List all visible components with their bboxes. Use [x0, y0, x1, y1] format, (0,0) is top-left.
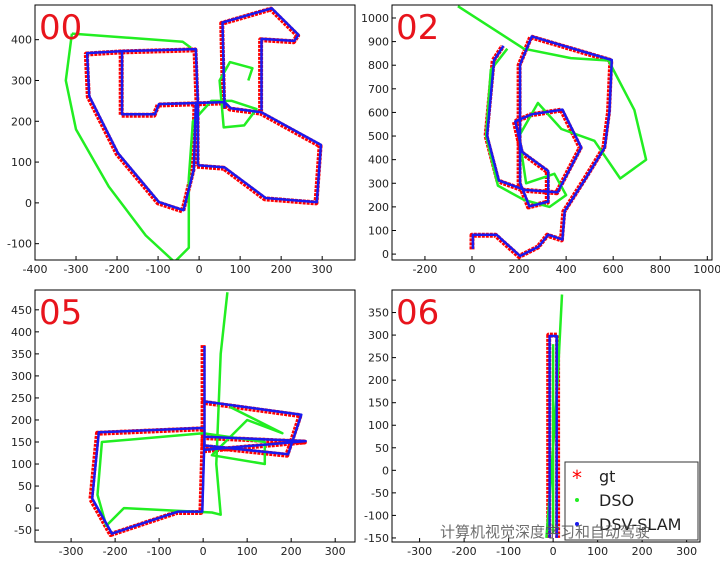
- y-tick-label: 150: [11, 436, 32, 449]
- x-tick-label: -100: [146, 263, 171, 276]
- legend-box: [564, 461, 699, 541]
- trajectory: [64, 32, 258, 260]
- y-tick-label: 100: [11, 458, 32, 471]
- x-tick-label: 0: [550, 545, 557, 558]
- axes-frame: [34, 4, 356, 261]
- y-tick-label: 600: [368, 106, 389, 119]
- y-tick-label: 700: [368, 83, 389, 96]
- x-tick-label: 300: [325, 545, 346, 558]
- y-tick-label: 800: [368, 59, 389, 72]
- x-tick-label: 200: [271, 263, 292, 276]
- y-tick-label: 0: [382, 464, 389, 477]
- x-tick-label: 300: [676, 545, 697, 558]
- y-tick-label: 350: [11, 348, 32, 361]
- x-tick-label: -300: [407, 545, 432, 558]
- trajectory: [90, 346, 307, 535]
- y-tick-label: -100: [364, 509, 389, 522]
- x-tick-label: 800: [650, 263, 671, 276]
- y-tick-label: 300: [368, 177, 389, 190]
- legend-marker: *: [572, 466, 582, 490]
- axes-frame: [391, 289, 701, 543]
- y-tick-label: 1000: [361, 12, 389, 25]
- x-tick-label: 200: [509, 263, 530, 276]
- x-tick-label: -300: [64, 263, 89, 276]
- plot-label: 00: [39, 8, 82, 48]
- legend-marker: [575, 522, 579, 526]
- y-tick-label: -50: [14, 524, 32, 537]
- y-tick-label: 300: [11, 370, 32, 383]
- y-tick-label: 0: [25, 197, 32, 210]
- legend-label: DSV-SLAM: [599, 515, 681, 534]
- plot-label: 02: [396, 8, 439, 48]
- trajectory: [471, 35, 614, 258]
- x-tick-label: -200: [452, 545, 477, 558]
- y-tick-label: 400: [368, 154, 389, 167]
- y-tick-label: 50: [375, 442, 389, 455]
- y-tick-label: 900: [368, 36, 389, 49]
- y-tick-label: 50: [18, 480, 32, 493]
- y-tick-label: 300: [11, 74, 32, 87]
- trajectory: [548, 334, 558, 538]
- y-tick-label: -50: [371, 487, 389, 500]
- axes-frame: [34, 289, 356, 543]
- y-tick-label: 450: [11, 304, 32, 317]
- x-tick-label: -400: [23, 263, 48, 276]
- x-tick-label: 100: [587, 545, 608, 558]
- trajectory: [85, 7, 323, 212]
- x-tick-label: -200: [103, 545, 128, 558]
- y-tick-label: 400: [11, 326, 32, 339]
- x-tick-label: -300: [59, 545, 84, 558]
- y-tick-label: 200: [368, 374, 389, 387]
- y-tick-label: -100: [7, 238, 32, 251]
- y-tick-label: 150: [368, 397, 389, 410]
- x-tick-label: 0: [200, 545, 207, 558]
- y-tick-label: 100: [11, 156, 32, 169]
- y-tick-label: 250: [368, 352, 389, 365]
- x-tick-label: 1000: [693, 263, 720, 276]
- x-tick-label: -100: [496, 545, 521, 558]
- y-tick-label: 200: [368, 201, 389, 214]
- y-tick-label: 400: [11, 34, 32, 47]
- x-tick-label: -200: [412, 263, 437, 276]
- x-tick-label: 200: [632, 545, 653, 558]
- trajectory: [457, 5, 648, 209]
- y-tick-label: 350: [368, 307, 389, 320]
- x-tick-label: 100: [230, 263, 251, 276]
- x-tick-label: 0: [469, 263, 476, 276]
- x-tick-label: 100: [237, 545, 258, 558]
- plot-label: 05: [39, 293, 82, 333]
- y-tick-label: 100: [368, 419, 389, 432]
- plot-area: [88, 292, 307, 537]
- y-tick-label: 200: [11, 115, 32, 128]
- plot-area: [64, 6, 323, 260]
- x-tick-label: -200: [105, 263, 130, 276]
- watermark: 计算机视觉深度学习和自动驾驶: [440, 523, 650, 541]
- y-tick-label: 300: [368, 329, 389, 342]
- x-tick-label: 0: [196, 263, 203, 276]
- x-tick-label: 300: [312, 263, 333, 276]
- plot-area: [545, 294, 564, 538]
- legend-label: DSO: [599, 491, 634, 510]
- legend-marker: [575, 498, 579, 502]
- x-tick-label: 200: [281, 545, 302, 558]
- axes-frame: [391, 4, 713, 261]
- plot-label: 06: [396, 293, 439, 333]
- y-tick-label: 500: [368, 130, 389, 143]
- y-tick-label: 250: [11, 392, 32, 405]
- y-tick-label: 200: [11, 414, 32, 427]
- y-tick-label: 100: [368, 224, 389, 237]
- y-tick-label: -150: [364, 532, 389, 545]
- x-tick-label: 600: [603, 263, 624, 276]
- y-tick-label: 0: [382, 248, 389, 261]
- plot-area: [457, 5, 648, 259]
- y-tick-label: 0: [25, 502, 32, 515]
- x-tick-label: 400: [556, 263, 577, 276]
- x-tick-label: -100: [147, 545, 172, 558]
- legend-label: gt: [599, 467, 615, 486]
